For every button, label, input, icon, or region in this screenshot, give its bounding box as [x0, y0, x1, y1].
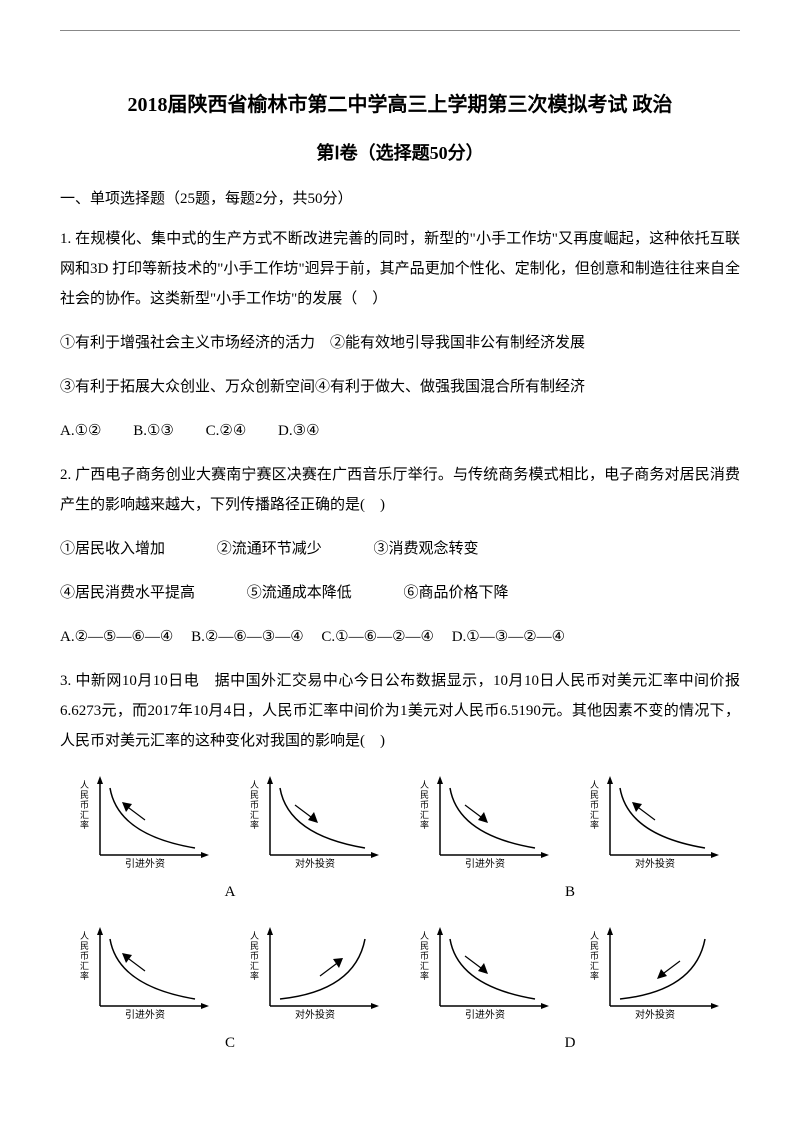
chart-d-1: 人 民 币 汇 率 引进外资 — [410, 921, 560, 1031]
svg-text:率: 率 — [590, 819, 599, 830]
chart-a-2: 人 民 币 汇 率 对外投资 — [240, 770, 390, 880]
q1-opt-a: A.①② — [60, 416, 101, 446]
svg-text:引进外资: 引进外资 — [465, 858, 505, 870]
chart-c-1: 人 民 币 汇 率 引进外资 — [70, 921, 220, 1031]
svg-text:民: 民 — [250, 790, 259, 800]
exam-title: 2018届陕西省榆林市第二中学高三上学期第三次模拟考试 政治 — [60, 88, 740, 117]
svg-text:引进外资: 引进外资 — [465, 1009, 505, 1021]
chart-x-label: 引进外资 — [125, 858, 165, 870]
section-header: 一、单项选择题（25题，每题2分，共50分） — [60, 187, 740, 208]
svg-text:币: 币 — [590, 951, 599, 961]
svg-text:币: 币 — [250, 800, 259, 810]
svg-text:币: 币 — [590, 800, 599, 810]
svg-text:对外投资: 对外投资 — [635, 857, 675, 870]
chart-d-2: 人 民 币 汇 率 对外投资 — [580, 921, 730, 1031]
svg-text:币: 币 — [80, 800, 89, 810]
svg-text:汇: 汇 — [80, 810, 89, 820]
chart-y-label: 人 — [80, 780, 89, 790]
q2-item-6: ⑥商品价格下降 — [404, 578, 509, 608]
question-1-items-1: ①有利于增强社会主义市场经济的活力 ②能有效地引导我国非公有制经济发展 — [60, 328, 740, 358]
svg-text:率: 率 — [590, 970, 599, 981]
q1-opt-c: C.②④ — [206, 416, 247, 446]
chart-row-ab: 人 民 币 汇 率 引进外资 人 民 币 汇 率 对外投资 — [60, 770, 740, 880]
q2-item-1: ①居民收入增加 — [60, 534, 165, 564]
svg-text:币: 币 — [250, 951, 259, 961]
svg-text:人: 人 — [250, 931, 259, 941]
q1-opt-b: B.①③ — [133, 416, 174, 446]
chart-b-2: 人 民 币 汇 率 对外投资 — [580, 770, 730, 880]
svg-text:率: 率 — [420, 819, 429, 830]
q2-item-3: ③消费观念转变 — [374, 534, 479, 564]
q2-opt-d: D.①—③—②—④ — [452, 622, 565, 652]
q2-opt-b: B.②—⑥—③—④ — [191, 622, 304, 652]
q2-item-5: ⑤流通成本降低 — [247, 578, 352, 608]
svg-text:对外投资: 对外投资 — [295, 1008, 335, 1021]
svg-text:汇: 汇 — [250, 961, 259, 971]
svg-text:汇: 汇 — [590, 810, 599, 820]
svg-text:民: 民 — [80, 790, 89, 800]
svg-text:率: 率 — [250, 970, 259, 981]
svg-text:汇: 汇 — [420, 961, 429, 971]
question-2-items-row2: ④居民消费水平提高 ⑤流通成本降低 ⑥商品价格下降 — [60, 578, 740, 608]
svg-text:人: 人 — [420, 931, 429, 941]
svg-text:民: 民 — [250, 941, 259, 951]
q2-item-2: ②流通环节减少 — [217, 534, 322, 564]
svg-text:汇: 汇 — [80, 961, 89, 971]
svg-text:人: 人 — [590, 931, 599, 941]
svg-text:对外投资: 对外投资 — [635, 1008, 675, 1021]
chart-b-1: 人 民 币 汇 率 引进外资 — [410, 770, 560, 880]
label-a: A — [70, 884, 390, 901]
svg-text:币: 币 — [420, 951, 429, 961]
question-2-items-row1: ①居民收入增加 ②流通环节减少 ③消费观念转变 — [60, 534, 740, 564]
q2-opt-c: C.①—⑥—②—④ — [321, 622, 434, 652]
svg-text:引进外资: 引进外资 — [125, 1009, 165, 1021]
svg-text:人: 人 — [80, 931, 89, 941]
svg-text:率: 率 — [80, 819, 89, 830]
svg-text:人: 人 — [420, 780, 429, 790]
svg-text:人: 人 — [250, 780, 259, 790]
svg-text:民: 民 — [420, 790, 429, 800]
question-1-items-2: ③有利于拓展大众创业、万众创新空间④有利于做大、做强我国混合所有制经济 — [60, 372, 740, 402]
q2-item-4: ④居民消费水平提高 — [60, 578, 195, 608]
question-3-text: 3. 中新网10月10日电 据中国外汇交易中心今日公布数据显示，10月10日人民… — [60, 666, 740, 756]
svg-text:币: 币 — [80, 951, 89, 961]
svg-text:民: 民 — [420, 941, 429, 951]
svg-text:率: 率 — [420, 970, 429, 981]
question-2-text: 2. 广西电子商务创业大赛南宁赛区决赛在广西音乐厅举行。与传统商务模式相比，电子… — [60, 460, 740, 520]
label-c: C — [70, 1035, 390, 1052]
svg-text:率: 率 — [250, 819, 259, 830]
q1-opt-d: D.③④ — [278, 416, 319, 446]
svg-text:民: 民 — [590, 941, 599, 951]
svg-text:民: 民 — [590, 790, 599, 800]
svg-text:民: 民 — [80, 941, 89, 951]
svg-text:汇: 汇 — [250, 810, 259, 820]
question-1-options: A.①② B.①③ C.②④ D.③④ — [60, 416, 740, 446]
question-1-text: 1. 在规模化、集中式的生产方式不断改进完善的同时，新型的"小手工作坊"又再度崛… — [60, 224, 740, 314]
chart-a-1: 人 民 币 汇 率 引进外资 — [70, 770, 220, 880]
svg-text:人: 人 — [590, 780, 599, 790]
chart-labels-ab: A B — [60, 884, 740, 901]
chart-row-cd: 人 民 币 汇 率 引进外资 人 民 币 汇 率 对外投资 — [60, 921, 740, 1031]
label-d: D — [410, 1035, 730, 1052]
chart-c-2: 人 民 币 汇 率 对外投资 — [240, 921, 390, 1031]
svg-text:率: 率 — [80, 970, 89, 981]
svg-text:汇: 汇 — [420, 810, 429, 820]
q2-opt-a: A.②—⑤—⑥—④ — [60, 622, 173, 652]
svg-text:币: 币 — [420, 800, 429, 810]
chart-labels-cd: C D — [60, 1035, 740, 1052]
svg-text:汇: 汇 — [590, 961, 599, 971]
label-b: B — [410, 884, 730, 901]
question-2-options: A.②—⑤—⑥—④ B.②—⑥—③—④ C.①—⑥—②—④ D.①—③—②—④ — [60, 622, 740, 652]
svg-text:对外投资: 对外投资 — [295, 857, 335, 870]
exam-subtitle: 第Ⅰ卷（选择题50分） — [60, 139, 740, 165]
